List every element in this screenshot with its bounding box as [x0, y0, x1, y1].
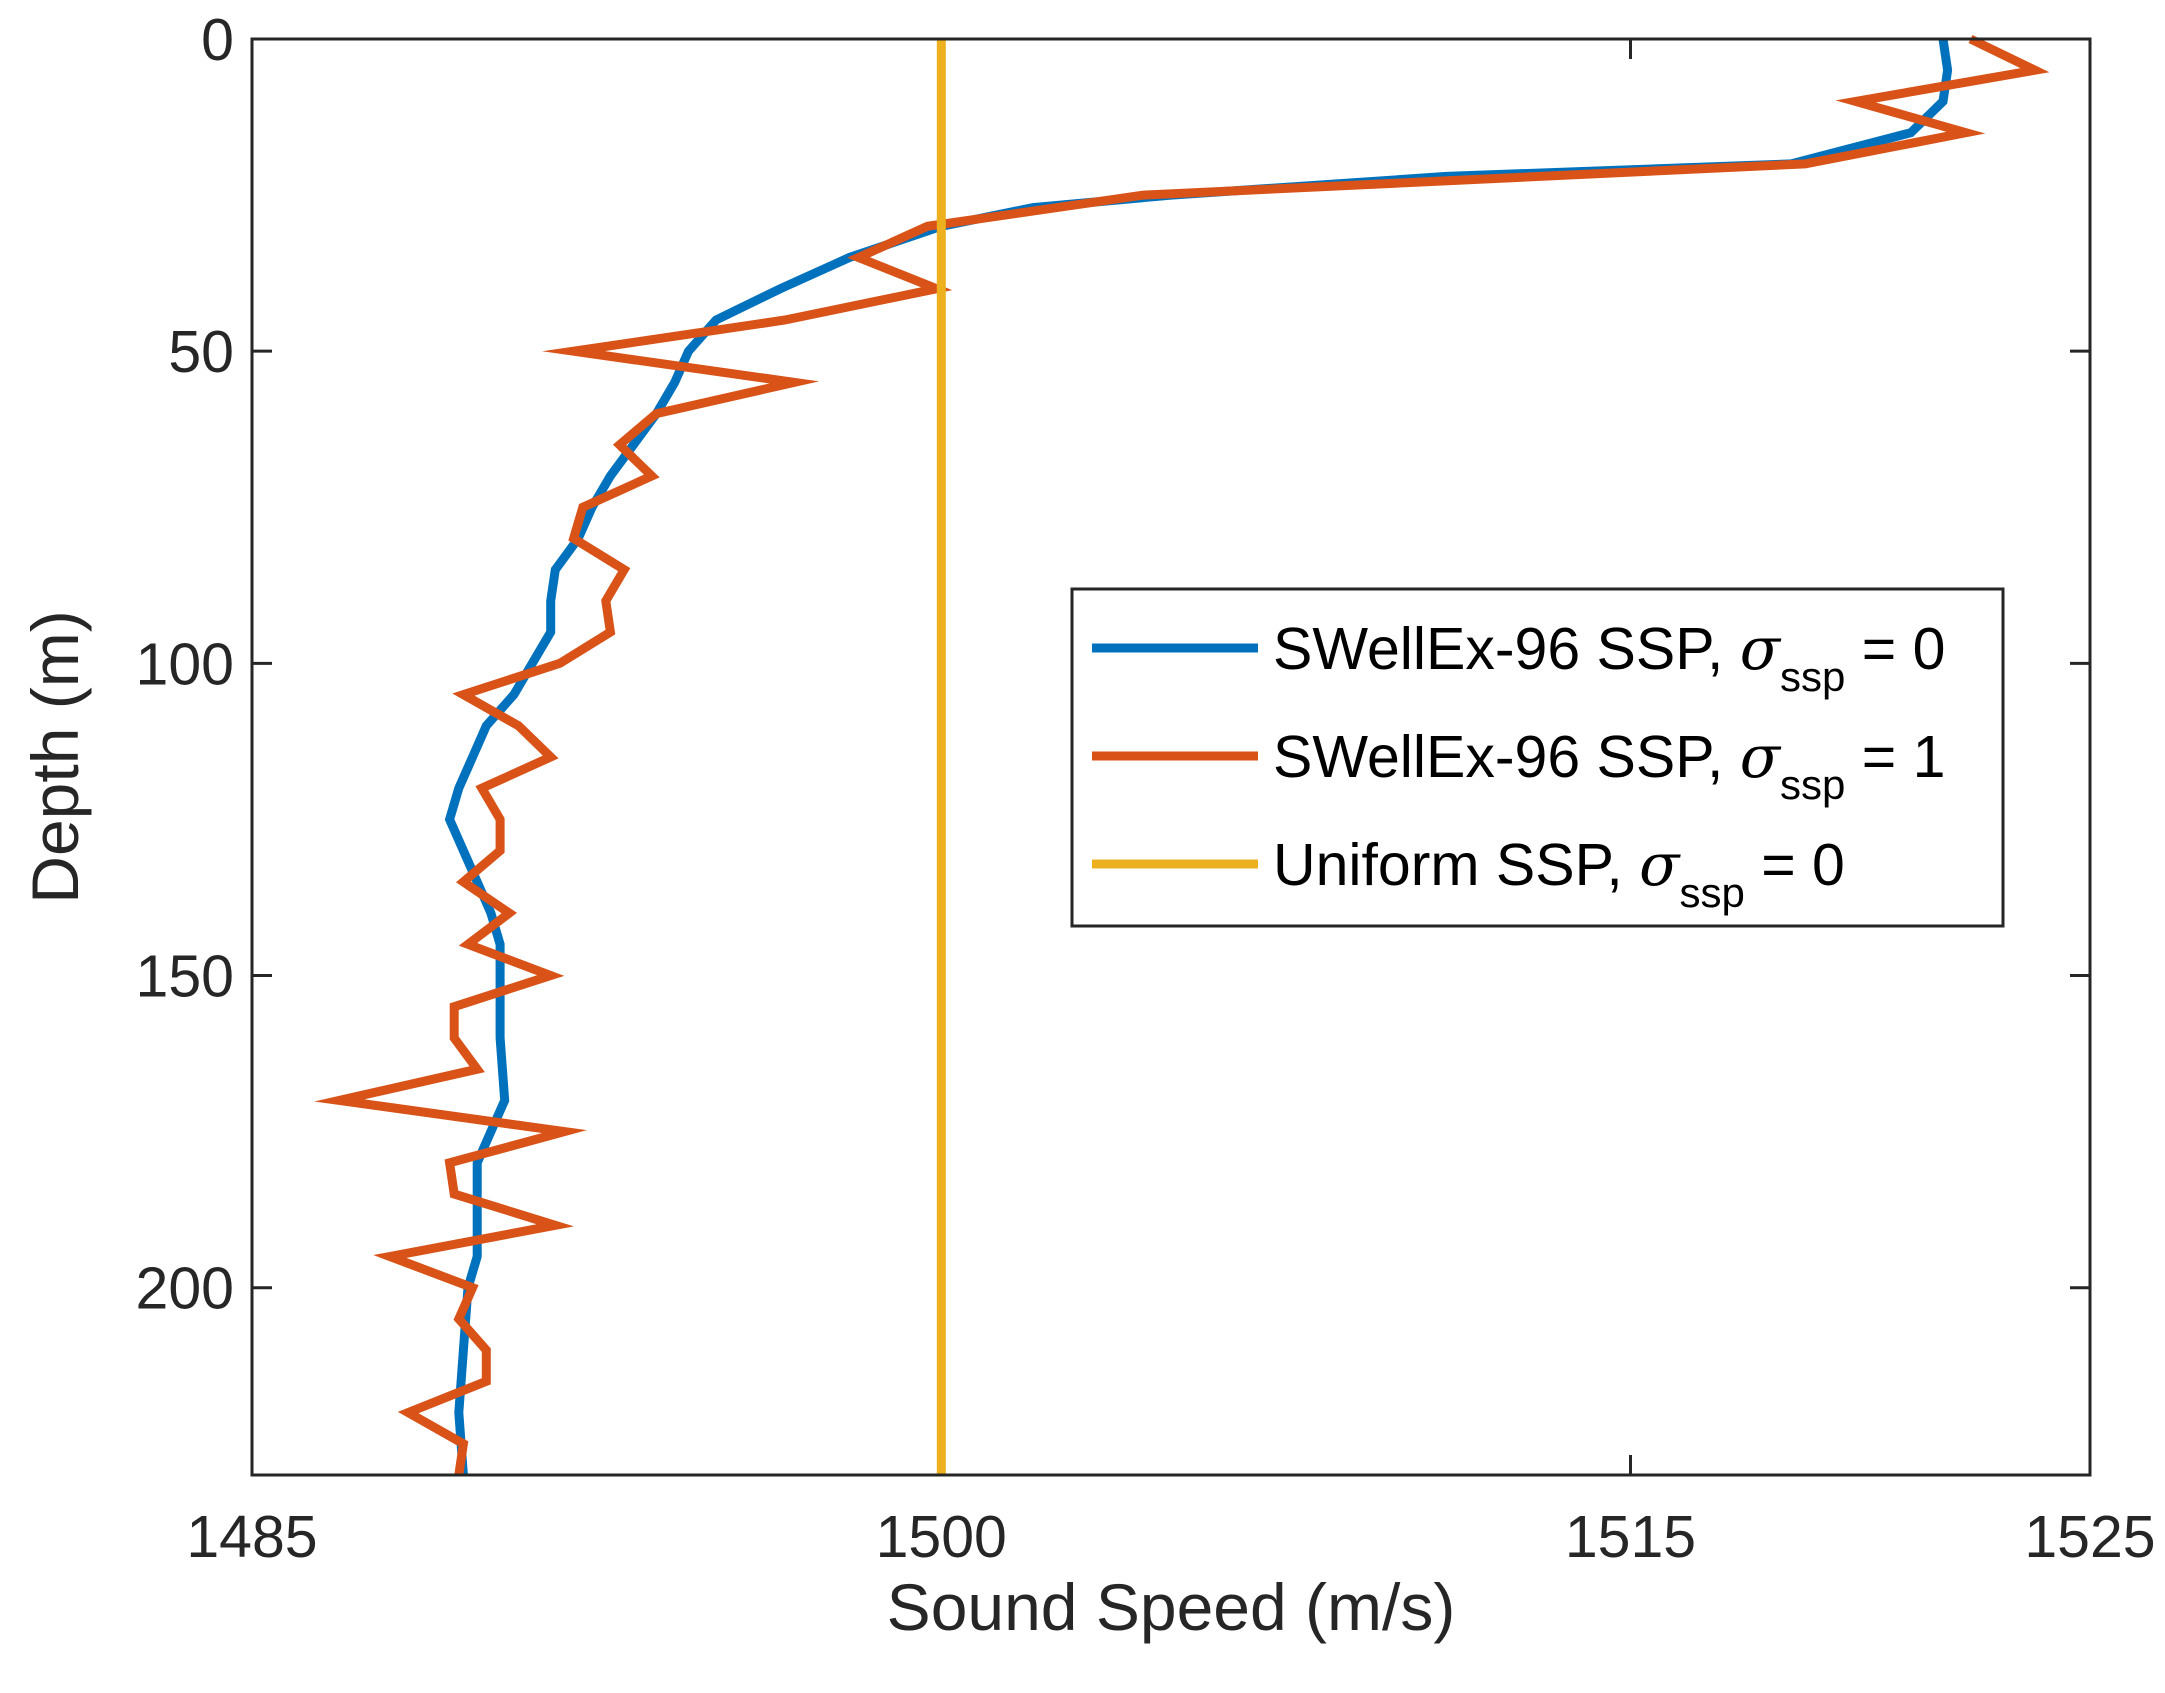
y-tick-label: 200 — [136, 1256, 234, 1322]
y-tick-label: 150 — [136, 944, 234, 1010]
legend: SWellEx-96 SSP, σssp = 0 SWellEx-96 SSP, … — [1070, 587, 2005, 928]
x-axis-label: Sound Speed (m/s) — [887, 1570, 1456, 1644]
y-tick-label: 50 — [168, 319, 234, 385]
legend-entry-2: SWellEx-96 SSP, σssp = 1 — [1092, 722, 1945, 808]
y-tick-label: 0 — [201, 7, 234, 73]
tick-labels: 1485 1500 1515 1525 0 50 100 150 200 — [136, 7, 2156, 1570]
series-group — [314, 34, 2050, 1476]
legend-entries: SWellEx-96 SSP, σssp = 0 SWellEx-96 SSP, … — [1092, 614, 1945, 916]
legend-entry-1: SWellEx-96 SSP, σssp = 0 — [1092, 614, 1945, 700]
x-tick-label: 1485 — [186, 1504, 317, 1570]
x-tick-label: 1500 — [876, 1504, 1007, 1570]
x-tick-label: 1525 — [2024, 1504, 2155, 1570]
plot-area-frame — [250, 37, 2092, 1477]
legend-label: Uniform SSP, σssp = 0 — [1273, 830, 1845, 916]
legend-entry-3: Uniform SSP, σssp = 0 — [1092, 830, 1845, 916]
y-axis-label: Depth (m) — [18, 610, 92, 903]
legend-label: SWellEx-96 SSP, σssp = 0 — [1273, 614, 1945, 700]
y-tick-label: 100 — [136, 631, 234, 697]
series-line-2 — [314, 34, 2050, 1476]
x-tick-label: 1515 — [1565, 1504, 1696, 1570]
legend-label: SWellEx-96 SSP, σssp = 1 — [1273, 722, 1945, 808]
